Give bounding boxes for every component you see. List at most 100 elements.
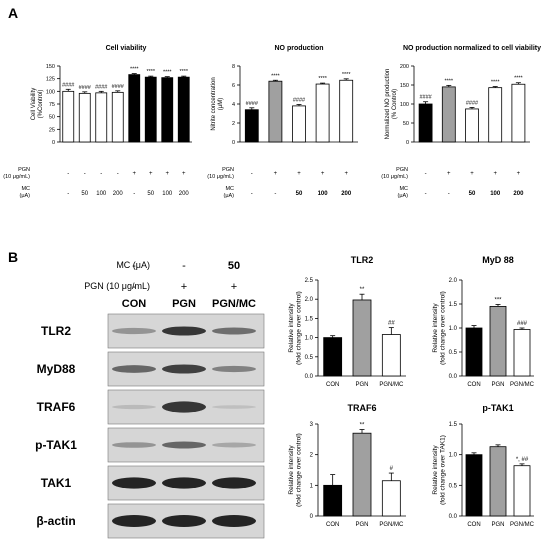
bar bbox=[489, 446, 507, 517]
mc-value: 50 bbox=[469, 191, 476, 197]
mc-value: 50 bbox=[296, 191, 303, 197]
y-tick-label: 2 bbox=[232, 121, 235, 127]
y-axis-label: Relative intensity(fold change over cont… bbox=[288, 291, 303, 365]
pgn-value: - bbox=[425, 171, 427, 177]
y-tick-label: 2.5 bbox=[305, 278, 314, 284]
y-axis-label: Nitrite concentration(μM) bbox=[211, 77, 224, 130]
x-tick-label: PGN/MC bbox=[510, 382, 535, 388]
bar bbox=[177, 76, 190, 143]
blot-band bbox=[212, 442, 256, 448]
chart-title: MyD 88 bbox=[482, 255, 514, 265]
significance-label: #### bbox=[419, 95, 432, 101]
mc-value: 200 bbox=[513, 191, 524, 197]
y-axis-label: Cell Viability(%Control) bbox=[31, 88, 44, 121]
pgn-row-label-unit: (10 μg/mL) bbox=[207, 174, 234, 180]
mc-value: 50 bbox=[81, 191, 88, 197]
y-axis-label: Relative intensity(fold change over cont… bbox=[432, 291, 447, 365]
mc-lane-value: - bbox=[132, 260, 136, 272]
y-tick-label: 0 bbox=[406, 140, 409, 146]
y-tick-label: 1.5 bbox=[449, 302, 458, 308]
bar bbox=[292, 105, 306, 143]
bar bbox=[352, 299, 372, 377]
y-tick-label: 0.5 bbox=[449, 350, 458, 356]
bar bbox=[62, 90, 75, 143]
bar bbox=[268, 80, 283, 143]
mc-row-label: MC bbox=[399, 186, 408, 192]
mc-row-label-unit: (μA) bbox=[397, 193, 408, 199]
mc-row-label-unit: (μA) bbox=[223, 193, 234, 199]
y-tick-label: 150 bbox=[400, 83, 409, 89]
significance-label: ** bbox=[360, 287, 365, 293]
bar bbox=[489, 305, 507, 377]
pgn-lane-value: + bbox=[181, 281, 187, 293]
significance-label: #### bbox=[466, 100, 479, 106]
x-tick-label: CON bbox=[326, 522, 339, 528]
x-tick-label: PGN/MC bbox=[510, 522, 535, 528]
x-tick-label: CON bbox=[467, 382, 480, 388]
y-tick-label: 1.0 bbox=[305, 336, 314, 342]
x-tick-label: PGN/MC bbox=[379, 522, 404, 528]
pgn-value: - bbox=[251, 171, 253, 177]
y-tick-label: 3 bbox=[310, 422, 314, 428]
y-tick-label: 50 bbox=[403, 121, 409, 127]
pgn-value: + bbox=[132, 171, 136, 177]
mc-value: 100 bbox=[96, 191, 107, 197]
mc-value: 100 bbox=[162, 191, 173, 197]
bar bbox=[144, 76, 157, 143]
y-tick-label: 0.0 bbox=[449, 514, 458, 520]
y-tick-label: 1.5 bbox=[305, 316, 314, 322]
pgn-value: + bbox=[182, 171, 186, 177]
significance-label: **** bbox=[163, 70, 172, 76]
blot-band bbox=[112, 515, 156, 527]
bar bbox=[111, 91, 124, 143]
blot-band bbox=[162, 401, 206, 413]
blot-band bbox=[212, 515, 256, 527]
y-axis-label: Normalized NO production(% Control) bbox=[385, 69, 398, 140]
significance-label: #### bbox=[79, 85, 92, 91]
blot-band bbox=[162, 515, 206, 527]
bar bbox=[323, 337, 343, 377]
y-tick-label: 0.0 bbox=[305, 374, 314, 380]
chart-title: p-TAK1 bbox=[482, 403, 513, 413]
pgn-condition-label: PGN (10 μg/mL) bbox=[84, 281, 150, 291]
y-tick-label: 0.5 bbox=[305, 355, 314, 361]
y-tick-label: 25 bbox=[49, 127, 55, 133]
y-tick-label: 0.5 bbox=[449, 483, 458, 489]
y-tick-label: 1.0 bbox=[449, 453, 458, 459]
pgn-value: + bbox=[165, 171, 169, 177]
western-blot-section: MC (μA) PGN (10 μg/mL) - - 50 - + + CON PGN PGN/… bbox=[35, 260, 265, 539]
y-tick-label: 125 bbox=[46, 77, 55, 83]
blot-band bbox=[112, 404, 156, 410]
bar bbox=[323, 484, 343, 517]
mc-value: - bbox=[67, 191, 69, 197]
significance-label: ### bbox=[517, 321, 528, 327]
mc-value: - bbox=[274, 191, 276, 197]
significance-label: #### bbox=[293, 97, 306, 103]
bar bbox=[339, 79, 354, 143]
y-axis-label: Relative intensity(fold change over TAK1… bbox=[432, 435, 447, 505]
chart-title: TLR2 bbox=[351, 255, 374, 265]
panel-a-conditions: PGN(10 μg/mL)MC(μA)- - - - + + + +- 50 100 200-50 1… bbox=[3, 167, 524, 199]
y-tick-label: 0 bbox=[232, 140, 235, 146]
blot-band bbox=[112, 442, 156, 448]
blot-label: TAK1 bbox=[41, 476, 72, 490]
p-tak1-chart: p-TAK1 0.0 0.5 1.0 1.5 Relative intensity(fol… bbox=[432, 403, 535, 528]
lane-label: PGN bbox=[172, 298, 196, 310]
bar bbox=[418, 103, 433, 143]
y-tick-label: 2 bbox=[310, 453, 314, 459]
y-tick-label: 50 bbox=[49, 115, 55, 121]
mc-value: 200 bbox=[341, 191, 352, 197]
bar bbox=[465, 108, 479, 143]
no-normalized-chart: NO production normalized to cell viabili… bbox=[385, 45, 541, 146]
mc-value: 100 bbox=[490, 191, 501, 197]
pgn-lane-value: - bbox=[132, 281, 136, 293]
significance-label: #### bbox=[95, 84, 108, 90]
mc-lane-value: 50 bbox=[228, 260, 240, 272]
lane-label: CON bbox=[122, 298, 147, 310]
significance-label: **** bbox=[318, 76, 327, 82]
blot-band bbox=[112, 327, 156, 335]
significance-label: **** bbox=[342, 72, 351, 78]
chart-title: Cell viability bbox=[106, 45, 147, 52]
mc-value: 100 bbox=[318, 191, 329, 197]
